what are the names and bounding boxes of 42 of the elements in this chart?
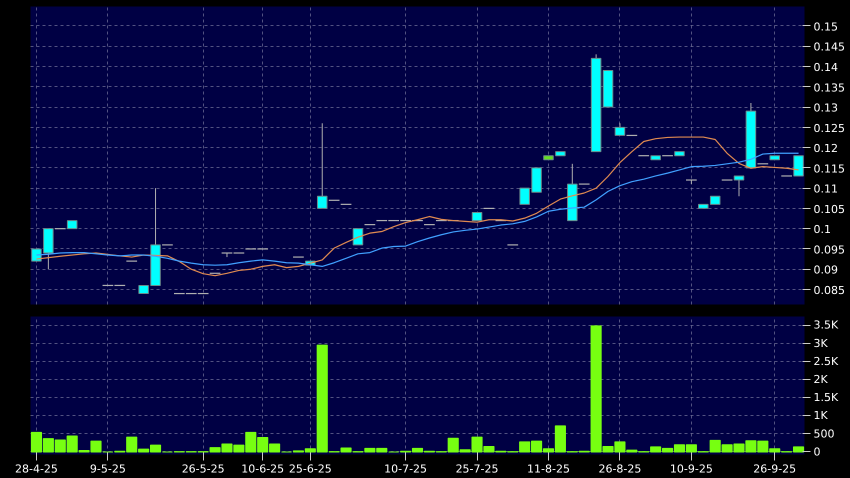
y-tick-label: 0 xyxy=(814,445,820,458)
x-tick-label: 10-9-25 xyxy=(670,462,713,476)
y-tick-label: 3.5K xyxy=(814,318,839,332)
x-tick-label: 26-5-25 xyxy=(182,462,225,476)
x-tick-label: 25-7-25 xyxy=(456,462,499,476)
y-tick-label: 0.085 xyxy=(814,284,845,297)
x-tick-label: 25-6-25 xyxy=(288,462,332,476)
y-tick-label: 0.135 xyxy=(814,81,845,94)
x-tick-label: 26-8-25 xyxy=(598,462,642,476)
y-tick-label: 2.5K xyxy=(814,354,839,368)
y-tick-label: 500 xyxy=(814,427,834,440)
x-tick-label: 11-8-25 xyxy=(527,462,570,476)
x-tick-label: 26-9-25 xyxy=(753,462,796,476)
x-tick-label: 9-5-25 xyxy=(90,462,126,476)
y-tick-label: 0.12 xyxy=(814,142,838,156)
y-tick-label: 0.125 xyxy=(814,122,845,135)
candlestick xyxy=(352,228,364,246)
y-tick-label: 0.105 xyxy=(814,202,845,216)
y-tick-label: 0.14 xyxy=(814,61,838,74)
y-tick-label: 0.1 xyxy=(814,223,831,236)
y-tick-label: 0.115 xyxy=(814,162,845,176)
candlestick xyxy=(793,155,804,176)
candlestick xyxy=(472,212,482,222)
x-tick-label: 10-7-25 xyxy=(384,462,428,476)
line-series xyxy=(36,152,800,267)
y-tick-label: 0.145 xyxy=(814,40,845,54)
y-tick-label: 0.15 xyxy=(814,20,838,34)
candlestick xyxy=(674,151,685,156)
y-tick-label: 0.11 xyxy=(814,182,838,196)
y-tick-label: 0.095 xyxy=(814,243,845,256)
y-tick-label: 0.13 xyxy=(814,102,838,115)
x-tick-label: 10-6-25 xyxy=(241,462,284,476)
y-tick-label: 1K xyxy=(814,409,828,422)
y-tick-label: 0.09 xyxy=(814,264,838,277)
candlestick xyxy=(769,155,780,160)
y-tick-label: 1.5K xyxy=(814,391,839,404)
line-series xyxy=(36,136,800,276)
candlestick xyxy=(66,220,78,230)
y-tick-label: 2K xyxy=(814,373,828,386)
y-tick-label: 3K xyxy=(814,336,828,350)
x-tick-label: 28-4-25 xyxy=(14,462,58,476)
candlestick xyxy=(650,155,661,160)
